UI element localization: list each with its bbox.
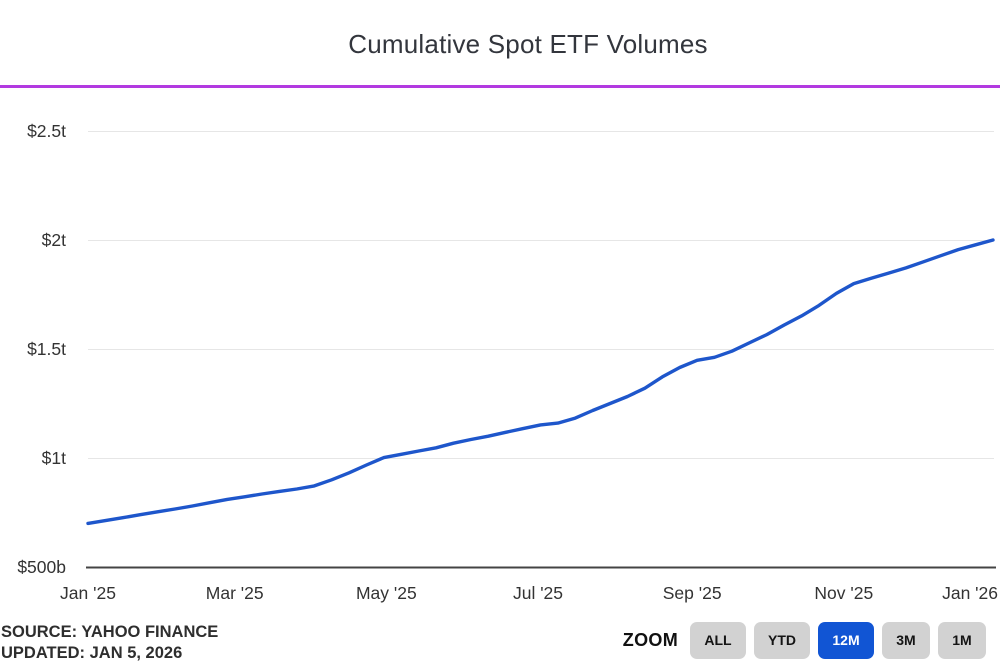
y-tick-label: $2t <box>42 230 66 250</box>
chart-title: Cumulative Spot ETF Volumes <box>348 29 708 59</box>
x-tick-label: Jan '26 <box>942 583 998 603</box>
zoom-button-ytd[interactable]: YTD <box>754 621 810 659</box>
source-text: SOURCE: YAHOO FINANCE <box>1 623 219 641</box>
zoom-range-selector: ZOOM ALL YTD 12M 3M 1M <box>0 620 986 660</box>
zoom-button-all[interactable]: ALL <box>690 621 746 659</box>
y-tick-label: $500b <box>17 557 66 577</box>
x-tick-label: Sep '25 <box>663 583 722 603</box>
chart-credits: SOURCE: YAHOO FINANCE UPDATED: JAN 5, 20… <box>1 622 218 664</box>
etf-volume-chart: $500b $1t $1.5t $2t $2.5t Jan '25 Mar '25 May '… <box>17 121 998 603</box>
x-tick-label: Jul '25 <box>513 583 563 603</box>
y-tick-label: $2.5t <box>27 121 66 141</box>
x-tick-label: Mar '25 <box>206 583 264 603</box>
etf-volume-line <box>86 238 995 526</box>
y-tick-label: $1t <box>42 448 66 468</box>
zoom-selector-label: ZOOM <box>622 629 678 650</box>
zoom-button-12m[interactable]: 12M <box>818 621 874 659</box>
x-tick-label: May '25 <box>356 583 417 603</box>
updated-text: UPDATED: JAN 5, 2026 <box>1 644 183 662</box>
zoom-button-3m[interactable]: 3M <box>882 621 930 659</box>
zoom-button-1m[interactable]: 1M <box>938 621 986 659</box>
y-tick-label: $1.5t <box>27 339 66 359</box>
accent-divider-rule <box>0 85 1000 88</box>
x-tick-label: Nov '25 <box>814 583 873 603</box>
zoom-buttons-group: ALL YTD 12M 3M 1M <box>690 621 986 659</box>
x-tick-label: Jan '25 <box>60 583 116 603</box>
